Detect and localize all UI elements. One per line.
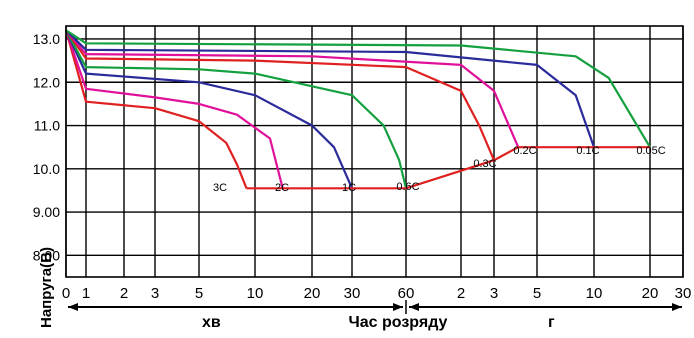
arrowhead-icon: [672, 303, 682, 311]
series-label: 0.2C: [513, 145, 536, 157]
chart-grid: [65, 26, 684, 277]
x-tick-label-hours: 20: [642, 285, 659, 302]
series-label: 0.6C: [396, 181, 419, 193]
arrowhead-icon: [68, 303, 78, 311]
x-tick-label-minutes: 60: [398, 285, 415, 302]
series-line-0.2C: [65, 29, 520, 148]
y-tick-label: 12.0: [33, 74, 60, 90]
series-line-3C: [64, 30, 248, 189]
x-unit-hours-label: г: [548, 314, 555, 331]
series-labels: 3C 2C 1C 0.6C 0.3C 0.2C 0.1C 0.05C: [213, 145, 666, 194]
tick-labels: 8.00 9.00 10.0 11.0 12.0 13.0 0 1 2 3 5 10 20 30 60 2 3 5…: [33, 31, 692, 302]
arrowhead-icon: [393, 303, 403, 311]
y-tick-label: 10.0: [33, 161, 60, 177]
series-label: 0.05C: [636, 145, 665, 157]
series-label: 0.3C: [473, 158, 496, 170]
series-layer: [64, 29, 651, 190]
series-label: 0.1C: [576, 145, 599, 157]
y-tick-label: 9.00: [33, 204, 60, 220]
series-line-0.3C: [65, 29, 496, 161]
chart-axes: [65, 25, 684, 314]
x-unit-minutes-label: хв: [202, 314, 221, 331]
series-label: 2C: [275, 182, 289, 194]
x-tick-label-minutes: 10: [247, 285, 264, 302]
plot-frame: [65, 25, 684, 278]
y-axis-label: Напруга(В): [38, 247, 55, 328]
x-tick-label-minutes: 0: [62, 285, 70, 302]
series-label: 3C: [213, 182, 227, 194]
series-line-1C: [65, 29, 354, 189]
x-tick-label-minutes: 5: [195, 285, 203, 302]
x-tick-label-minutes: 30: [344, 285, 361, 302]
x-tick-label-minutes: 2: [120, 285, 128, 302]
series-line-0.1C: [65, 29, 596, 148]
end-voltage-line: [246, 146, 650, 190]
x-tick-label-minutes: 3: [151, 285, 159, 302]
series-line-2C: [64, 29, 284, 189]
x-tick-label-minutes: 1: [82, 285, 90, 302]
series-label: 1C: [342, 182, 356, 194]
y-tick-label: 8.00: [33, 247, 60, 263]
y-tick-label: 13.0: [33, 31, 60, 47]
series-line-0.05C: [65, 29, 651, 148]
x-tick-label-minutes: 20: [304, 285, 321, 302]
series-line-0.6C: [65, 29, 408, 189]
x-tick-label-hours: 3: [490, 285, 498, 302]
y-tick-label: 11.0: [34, 118, 60, 134]
x-tick-label-hours: 5: [533, 285, 541, 302]
arrowhead-icon: [409, 303, 419, 311]
x-tick-label-hours: 2: [457, 285, 465, 302]
x-tick-label-hours: 10: [586, 285, 603, 302]
x-axis-label: Час розряду: [349, 314, 448, 331]
x-tick-label-hours: 30: [675, 285, 692, 302]
